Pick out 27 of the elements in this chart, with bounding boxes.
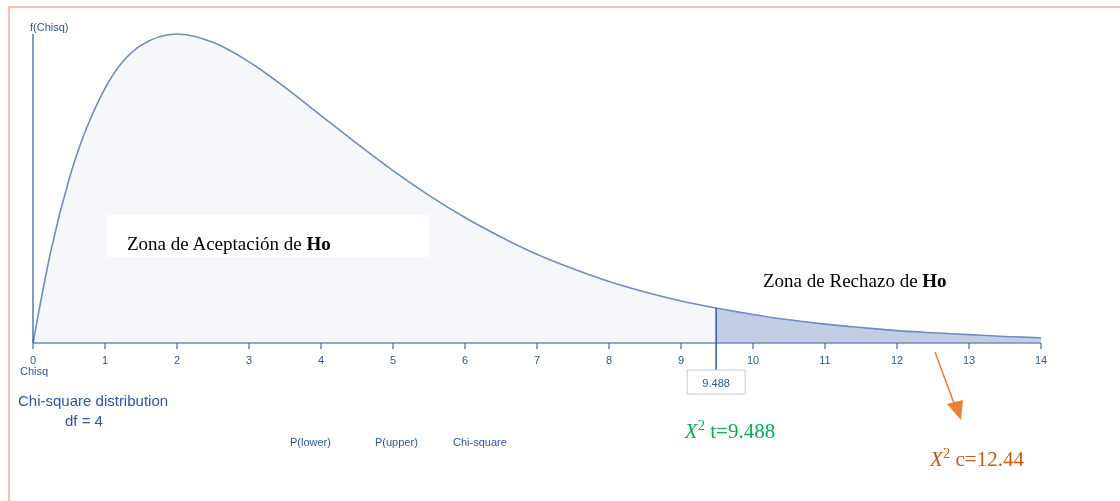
x-tick-label: 2 xyxy=(173,354,181,366)
x-tick-label: 10 xyxy=(746,354,760,366)
text: P(upper) xyxy=(375,436,418,448)
x-tick-label: 9 xyxy=(677,354,685,366)
annotation: Zona de Aceptación de Ho xyxy=(127,233,331,254)
text: Chi-square xyxy=(453,436,507,448)
x-tick-label: 5 xyxy=(389,354,397,366)
x-tick-label: 4 xyxy=(317,354,325,366)
ref-line-label: 9.488 xyxy=(702,377,730,389)
x-tick-label: 0 xyxy=(29,354,37,366)
text: Chi-square distribution xyxy=(18,392,169,409)
text: P(lower) xyxy=(290,436,331,448)
x-tick-label: 8 xyxy=(605,354,613,366)
annotation: Zona de Rechazo de Ho xyxy=(763,270,947,291)
x-tick-label: 6 xyxy=(461,354,469,366)
x-tick-label: 1 xyxy=(101,354,109,366)
x-tick-label: 3 xyxy=(245,354,253,366)
x-tick-label: 11 xyxy=(819,354,831,366)
text: X$^{2}$ t=9.488 xyxy=(683,417,776,443)
x-tick-label: 12 xyxy=(890,354,904,366)
y-axis-title: f(Chisq) xyxy=(30,21,69,33)
x-tick-label: 7 xyxy=(533,354,541,366)
text: X$^{2}$ c=12.44 xyxy=(929,445,1025,471)
x-tick-label: 13 xyxy=(962,354,976,366)
x-tick-label: 14 xyxy=(1034,354,1048,366)
text: df = 4 xyxy=(65,412,103,429)
x-axis-title: Chisq xyxy=(20,365,49,377)
